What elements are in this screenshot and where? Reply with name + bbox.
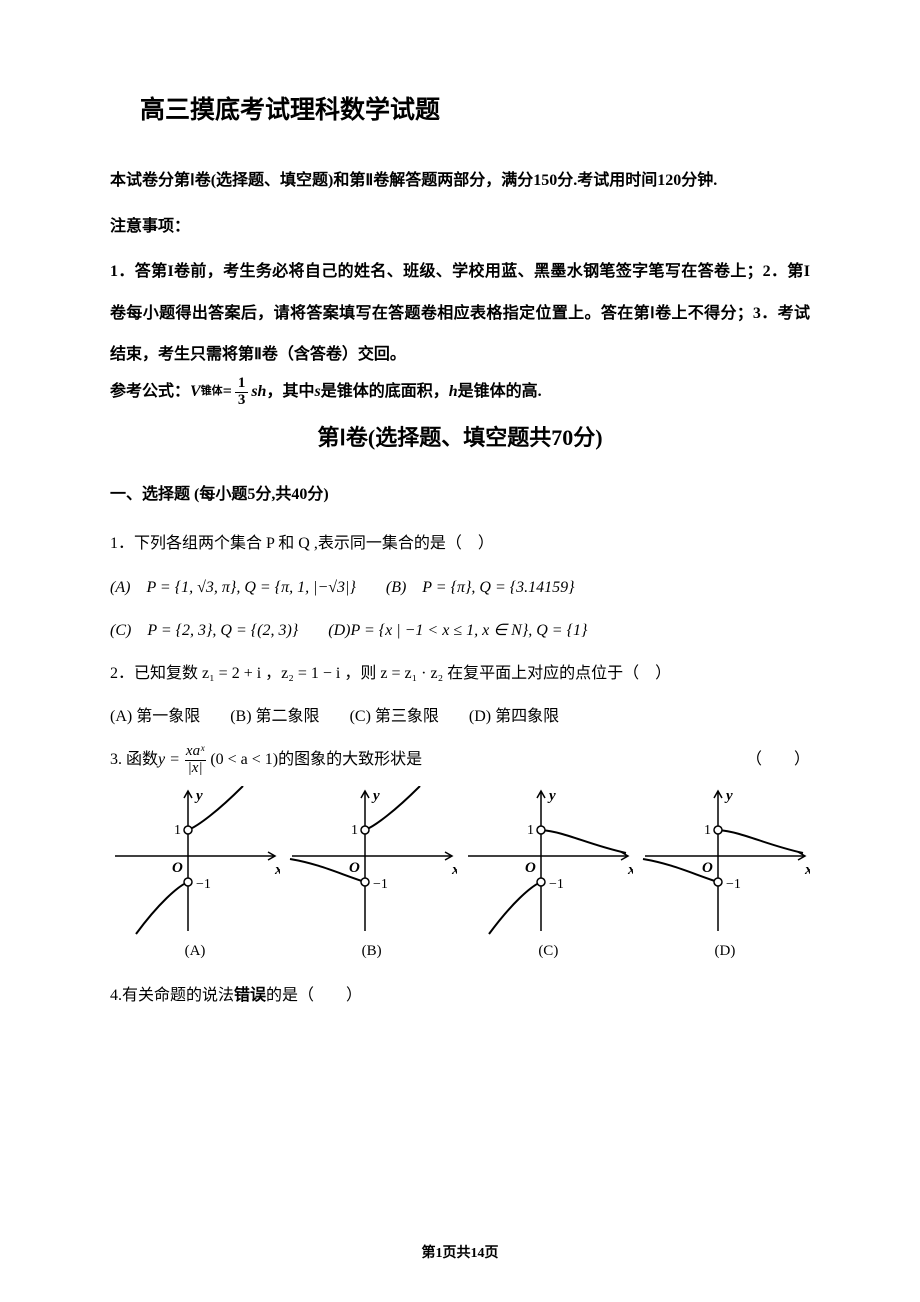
chart-label-a: (A) [110, 943, 280, 960]
chart-label-d: (D) [640, 943, 810, 960]
q1-b-label: (B) [386, 570, 422, 605]
notice-heading: 注意事项： [110, 206, 810, 248]
page: 高三摸底考试理科数学试题 本试卷分第Ⅰ卷(选择题、填空题)和第Ⅱ卷解答题两部分，… [0, 0, 920, 1302]
q3-den: |x| [185, 760, 206, 777]
q2-option-b: (B) 第二象限 [230, 699, 319, 734]
svg-text:1: 1 [174, 823, 181, 838]
formula-sh: sh [251, 379, 266, 405]
formula-v: V [190, 379, 201, 405]
formula-eq: = [223, 379, 232, 405]
svg-text:y: y [194, 788, 203, 804]
q1-option-d: (D) P = {x | −1 < x ≤ 1, x ∈ N}, Q = {1} [328, 613, 587, 648]
svg-text:x: x [451, 862, 457, 878]
document-title: 高三摸底考试理科数学试题 [140, 90, 810, 126]
svg-text:O: O [702, 860, 713, 876]
chart-label-b: (B) [287, 943, 457, 960]
q1-text: 1．下列各组两个集合 P 和 Q ,表示同一集合的是（ ） [110, 535, 494, 552]
q1-option-c: (C) P = {2, 3}, Q = {(2, 3)} [110, 613, 298, 648]
q4-post: 的是（ ） [266, 987, 362, 1004]
q2-options: (A) 第一象限 (B) 第二象限 (C) 第三象限 (D) 第四象限 [110, 699, 810, 734]
chart-svg-a: y x O 1 −1 [110, 786, 280, 936]
chart-label-c: (C) [463, 943, 633, 960]
formula-prefix: 参考公式： [110, 379, 190, 405]
part1-title: 第Ⅰ卷(选择题、填空题共70分) [110, 420, 810, 452]
formula-h-txt: 是锥体的高. [458, 379, 542, 405]
svg-text:y: y [547, 788, 556, 804]
q3-frac: xaˣ |x| [183, 744, 207, 777]
q3-cond: (0 < a < 1) [210, 742, 278, 777]
q1-a-label: (A) [110, 570, 146, 605]
formula-mid: ，其中 [266, 379, 314, 405]
chart-a: y x O 1 −1 (A) [110, 786, 280, 960]
svg-text:−1: −1 [373, 877, 388, 892]
svg-text:1: 1 [351, 823, 358, 838]
q1-b-math: P = {π}, Q = {3.14159} [422, 570, 574, 605]
formula-den: 3 [235, 392, 249, 409]
q3-pre: 3. 函数 [110, 742, 158, 777]
svg-text:O: O [525, 860, 536, 876]
question-3: 3. 函数 y = xaˣ |x| (0 < a < 1) 的图象的大致形状是 … [110, 742, 810, 777]
q1-option-a: (A) P = {1, √3, π}, Q = {π, 1, |−√3|} [110, 570, 356, 605]
svg-text:x: x [627, 862, 633, 878]
svg-text:x: x [274, 862, 280, 878]
question-2: 2．已知复数 z₁ = 2 + i ，z₂ = 1 − i ，则 z = z₁ … [110, 656, 810, 691]
formula-num: 1 [235, 376, 249, 392]
q2-option-a: (A) 第一象限 [110, 699, 200, 734]
q1-c-label: (C) [110, 613, 147, 648]
section-1-heading: 一、选择题 (每小题5分,共40分) [110, 480, 810, 504]
formula-frac: 1 3 [235, 376, 249, 409]
svg-text:1: 1 [704, 823, 711, 838]
q3-post: 的图象的大致形状是 [278, 742, 422, 777]
formula-s-txt: 是锥体的底面积， [321, 379, 449, 405]
question-1: 1．下列各组两个集合 P 和 Q ,表示同一集合的是（ ） [110, 526, 810, 561]
q2-text: 2．已知复数 z₁ = 2 + i ，z₂ = 1 − i ，则 z = z₁ … [110, 665, 671, 682]
svg-text:y: y [371, 788, 380, 804]
chart-c: y x O 1 −1 (C) [463, 786, 633, 960]
q4-error-word: 错误 [234, 987, 266, 1004]
q3-left: 3. 函数 y = xaˣ |x| (0 < a < 1) 的图象的大致形状是 [110, 742, 422, 777]
question-4: 4.有关命题的说法错误的是（ ） [110, 978, 810, 1013]
q2-option-d: (D) 第四象限 [469, 699, 559, 734]
svg-text:x: x [804, 862, 810, 878]
q1-a-math: P = {1, √3, π}, Q = {π, 1, |−√3|} [146, 570, 355, 605]
svg-text:O: O [172, 860, 183, 876]
formula-h: h [449, 379, 458, 405]
q3-num: xaˣ [183, 744, 207, 760]
formula-v-sub: 锥体 [201, 383, 223, 401]
chart-svg-d: y x O 1 −1 [640, 786, 810, 936]
q3-paren: （ ） [746, 742, 810, 777]
page-footer: 第1页共14页 [0, 1242, 920, 1262]
chart-svg-c: y x O 1 −1 [463, 786, 633, 936]
intro-paragraph: 本试卷分第Ⅰ卷(选择题、填空题)和第Ⅱ卷解答题两部分，满分150分.考试用时间1… [110, 160, 810, 202]
chart-svg-b: y x O 1 −1 [287, 786, 457, 936]
svg-text:−1: −1 [549, 877, 564, 892]
svg-text:y: y [724, 788, 733, 804]
q1-d-label: (D) [328, 613, 350, 648]
q1-options-row1: (A) P = {1, √3, π}, Q = {π, 1, |−√3|} (B… [110, 570, 810, 605]
q2-option-c: (C) 第三象限 [350, 699, 439, 734]
q4-pre: 4.有关命题的说法 [110, 987, 234, 1004]
q1-option-b: (B) P = {π}, Q = {3.14159} [386, 570, 575, 605]
q1-options-row2: (C) P = {2, 3}, Q = {(2, 3)} (D) P = {x … [110, 613, 810, 648]
chart-b: y x O 1 −1 (B) [287, 786, 457, 960]
formula-line: 参考公式： V 锥体 = 1 3 sh ，其中 s 是锥体的底面积， h 是锥体… [110, 376, 810, 409]
svg-text:−1: −1 [196, 877, 211, 892]
svg-text:1: 1 [527, 823, 534, 838]
q1-c-math: P = {2, 3}, Q = {(2, 3)} [147, 613, 298, 648]
q3-charts-row: y x O 1 −1 (A) y x O 1 −1 (B) [110, 786, 810, 960]
svg-text:−1: −1 [726, 877, 741, 892]
q3-y: y = [158, 742, 180, 777]
notice-body: 1．答第I卷前，考生务必将自己的姓名、班级、学校用蓝、黑墨水钢笔签字笔写在答卷上… [110, 251, 810, 376]
q1-d-math: P = {x | −1 < x ≤ 1, x ∈ N}, Q = {1} [350, 613, 587, 648]
svg-text:O: O [349, 860, 360, 876]
chart-d: y x O 1 −1 (D) [640, 786, 810, 960]
